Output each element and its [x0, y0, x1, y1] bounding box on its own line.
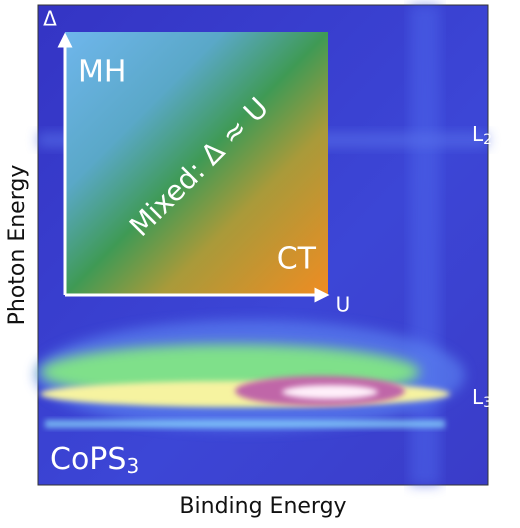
lower-line — [45, 420, 445, 428]
l3-label: L3 — [472, 385, 492, 412]
sample-label: CoPS3 — [50, 442, 139, 478]
delta-label: Δ — [43, 7, 57, 31]
y-axis-label: Photon Energy — [5, 165, 30, 326]
ct-label: CT — [277, 242, 317, 277]
sample-sub: 3 — [126, 454, 139, 478]
u-label: U — [336, 293, 351, 317]
l2-label: L2 — [472, 122, 492, 149]
glow — [282, 385, 378, 399]
edge-sub: 3 — [483, 395, 492, 411]
stripe — [410, 5, 440, 485]
x-axis-label: Binding Energy — [179, 494, 346, 519]
mh-label: MH — [78, 55, 126, 90]
sample-name: CoPS — [50, 442, 126, 477]
inset-square — [65, 32, 328, 295]
edge-name: L — [472, 385, 484, 409]
edge-sub: 2 — [483, 132, 492, 148]
edge-name: L — [472, 122, 484, 146]
